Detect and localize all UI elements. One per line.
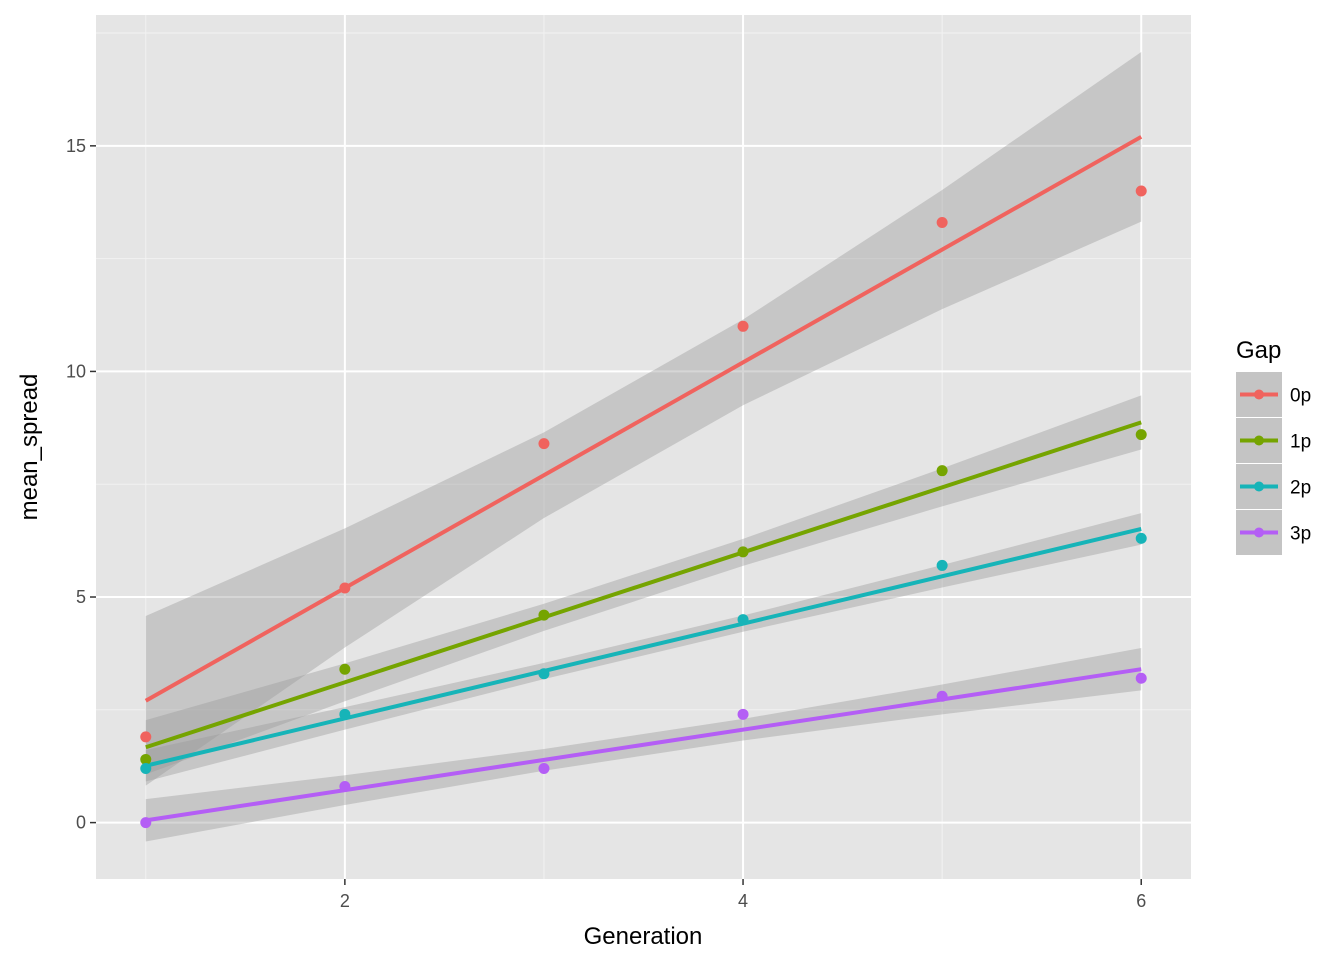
- fit-lines: [144, 135, 1143, 823]
- x-tick-label: 6: [1136, 891, 1146, 911]
- legend-label-2p: 2p: [1290, 478, 1311, 499]
- axes: 2 4 6 0 5 10 15: [66, 136, 1146, 911]
- data-point-1p: [737, 546, 749, 558]
- y-axis-title: mean_spread: [16, 374, 43, 521]
- fit-line-1p: [145, 420, 1142, 750]
- legend-point-3p: [1254, 527, 1264, 538]
- fit-line-3p: [145, 667, 1142, 823]
- data-point-3p: [1135, 672, 1147, 684]
- data-point-3p: [339, 781, 351, 793]
- data-point-3p: [140, 817, 152, 829]
- data-point-1p: [140, 753, 152, 765]
- legend-label-1p: 1p: [1290, 432, 1311, 453]
- data-point-2p: [737, 614, 749, 626]
- data-point-1p: [936, 465, 948, 477]
- x-tick-label: 4: [738, 891, 748, 911]
- data-point-1p: [1135, 429, 1147, 441]
- data-point-2p: [339, 708, 351, 720]
- data-point-2p: [1135, 532, 1147, 544]
- data-point-2p: [936, 559, 948, 571]
- legend-label-0p: 0p: [1290, 386, 1311, 407]
- legend-point-2p: [1254, 481, 1264, 492]
- data-point-3p: [538, 762, 550, 774]
- x-axis-title: Generation: [584, 923, 703, 950]
- data-point-2p: [140, 762, 152, 774]
- legend-title: Gap: [1236, 337, 1281, 364]
- y-tick-label: 5: [76, 587, 86, 607]
- data-point-0p: [140, 731, 152, 743]
- data-point-0p: [339, 582, 351, 594]
- data-point-1p: [538, 609, 550, 621]
- y-tick-label: 0: [76, 813, 86, 833]
- fit-line-0p: [144, 135, 1143, 703]
- y-tick-label: 15: [66, 136, 86, 156]
- x-tick-label: 2: [340, 891, 350, 911]
- data-points: [140, 185, 1147, 829]
- data-point-2p: [538, 668, 550, 680]
- legend-label-3p: 3p: [1290, 524, 1311, 545]
- fit-line-2p: [145, 526, 1142, 768]
- y-tick-label: 10: [66, 361, 86, 381]
- major-gridlines: [96, 15, 1191, 879]
- data-point-0p: [1135, 185, 1147, 197]
- legend: Gap 0p 1p 2p 3p: [1236, 337, 1311, 555]
- data-point-0p: [936, 217, 948, 229]
- data-point-0p: [538, 438, 550, 450]
- legend-point-0p: [1254, 389, 1264, 400]
- legend-point-1p: [1254, 435, 1264, 446]
- data-point-3p: [737, 708, 749, 720]
- data-point-3p: [936, 690, 948, 702]
- data-point-0p: [737, 320, 749, 332]
- data-point-1p: [339, 663, 351, 675]
